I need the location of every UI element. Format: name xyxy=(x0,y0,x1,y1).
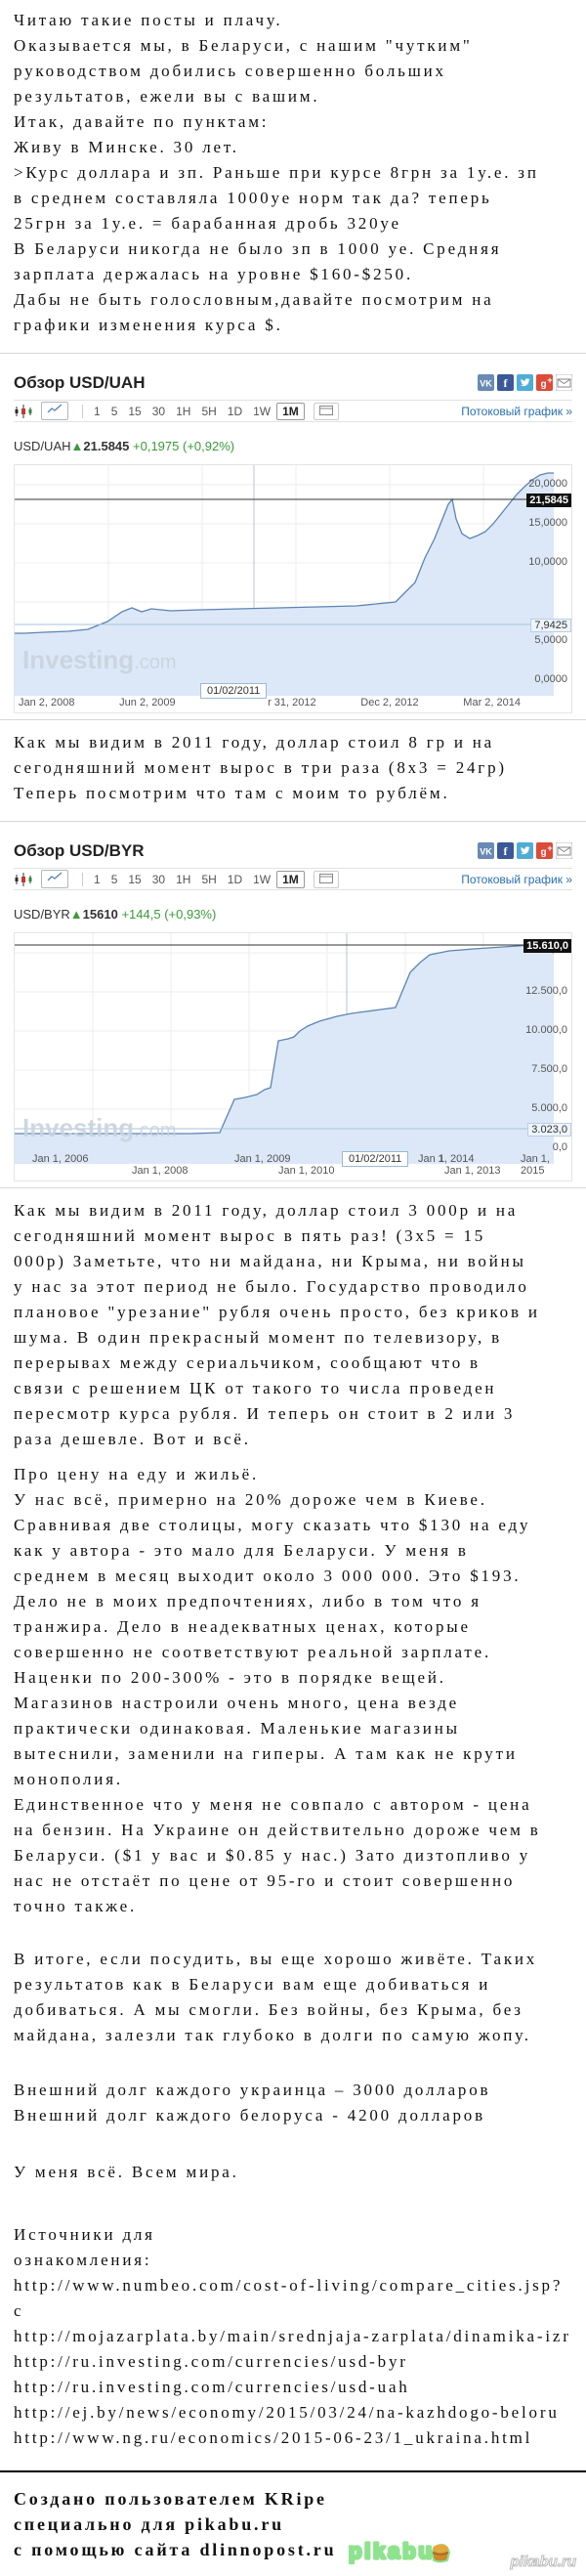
svg-text:+: + xyxy=(547,843,552,853)
svg-text:+: + xyxy=(547,375,552,385)
svg-text:g: g xyxy=(540,847,546,858)
svg-text:pikabu: pikabu xyxy=(349,2539,435,2563)
svg-text:g: g xyxy=(540,379,546,390)
svg-text:VK: VK xyxy=(480,379,492,389)
svg-text:VK: VK xyxy=(480,847,492,857)
